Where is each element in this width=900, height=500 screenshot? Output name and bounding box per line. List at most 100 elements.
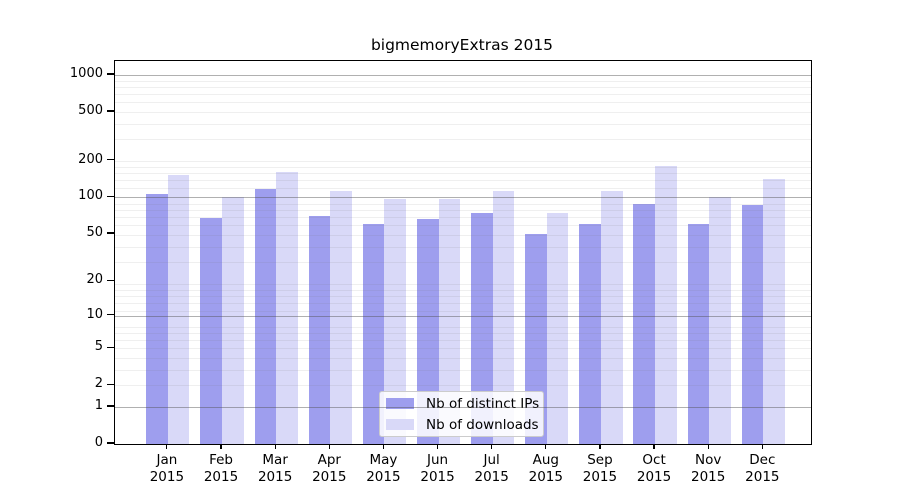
bar-downloads-jan	[167, 175, 190, 444]
y-axis-tick-200	[107, 159, 114, 161]
bar-distinct-ips-oct	[633, 203, 656, 444]
minor-gridline	[115, 102, 811, 104]
bar-distinct-ips-dec	[741, 204, 764, 444]
x-axis-label-mar: Mar 2015	[245, 452, 305, 485]
x-axis-label-nov: Nov 2015	[678, 452, 738, 485]
y-axis-tick-label-500: 500	[78, 102, 103, 118]
bar-distinct-ips-mar	[254, 188, 277, 444]
x-axis-year-text: 2015	[420, 468, 455, 485]
bar-downloads-feb	[222, 197, 244, 444]
x-axis-label-apr: Apr 2015	[299, 452, 359, 485]
y-axis-tick-500	[107, 110, 114, 112]
bar-downloads-jul	[492, 191, 515, 444]
minor-gridline	[115, 139, 811, 141]
y-axis-tick-label-2: 2	[94, 376, 103, 392]
y-axis-tick-label-10: 10	[86, 306, 103, 322]
x-axis-label-jul: Jul 2015	[462, 452, 522, 485]
bar-distinct-ips-jul	[471, 212, 493, 444]
y-axis-tick-label-1000: 1000	[69, 65, 103, 81]
x-axis-tick-apr	[328, 444, 330, 449]
bar-downloads-mar	[276, 171, 298, 444]
y-axis-tick-5	[107, 346, 114, 348]
x-axis-tick-aug	[545, 444, 547, 449]
x-axis-year-text: 2015	[636, 468, 672, 485]
x-axis-tick-oct	[653, 444, 655, 449]
x-axis-month-text: Jun	[427, 452, 449, 468]
minor-gridline	[115, 172, 811, 174]
bar-downloads-sep	[600, 191, 623, 444]
legend-swatch-downloads	[386, 419, 414, 430]
x-axis-tick-may	[382, 444, 384, 449]
y-axis-tick-label-5: 5	[94, 339, 103, 355]
x-axis-label-dec: Dec 2015	[732, 452, 792, 485]
y-axis-tick-label-1: 1	[94, 397, 103, 413]
x-axis-year-text: 2015	[528, 468, 563, 485]
minor-gridline	[115, 180, 811, 182]
y-axis-tick-label-100: 100	[78, 188, 103, 204]
y-axis-tick-50	[107, 232, 114, 234]
minor-gridline	[115, 209, 811, 211]
x-axis-tick-sep	[599, 444, 601, 449]
minor-gridline	[115, 112, 811, 114]
x-axis-month-text: Jan	[156, 452, 178, 468]
x-axis-label-may: May 2015	[353, 452, 413, 485]
y-axis-tick-label-50: 50	[86, 224, 103, 240]
y-axis-tick-1000	[107, 73, 114, 75]
bar-downloads-aug	[546, 212, 569, 444]
minor-gridline	[115, 123, 811, 125]
y-axis-tick-label-0: 0	[94, 435, 103, 450]
x-axis-tick-dec	[761, 444, 763, 449]
x-axis-month-text: Feb	[209, 452, 233, 468]
x-axis-month-text: Oct	[642, 452, 666, 468]
x-axis-year-text: 2015	[257, 468, 293, 485]
x-axis-month-text: Dec	[749, 452, 776, 468]
y-axis-tick-label-20: 20	[86, 272, 103, 288]
minor-gridline	[115, 94, 811, 96]
bar-distinct-ips-may	[362, 223, 385, 444]
x-axis-tick-jan	[166, 444, 168, 449]
minor-gridline	[115, 203, 811, 205]
x-axis-month-text: May	[369, 452, 398, 468]
y-axis-tick-20	[107, 279, 114, 281]
legend: Nb of distinct IPs Nb of downloads	[379, 391, 544, 437]
x-axis-label-jun: Jun 2015	[408, 452, 468, 485]
minor-gridline	[115, 80, 811, 82]
x-axis-year-text: 2015	[203, 468, 239, 485]
legend-label-distinct-ips: Nb of distinct IPs	[426, 395, 540, 412]
y-axis-tick-10	[107, 314, 114, 316]
bar-downloads-jun	[438, 199, 461, 444]
bar-downloads-dec	[763, 178, 785, 444]
legend-swatch-distinct-ips	[386, 398, 414, 409]
x-axis-month-text: Aug	[532, 452, 559, 468]
bar-downloads-nov	[709, 197, 731, 444]
x-axis-year-text: 2015	[149, 468, 185, 485]
x-axis-tick-jun	[436, 444, 439, 449]
bar-distinct-ips-jan	[146, 193, 168, 444]
x-axis-year-text: 2015	[312, 468, 347, 485]
minor-gridline	[115, 160, 811, 162]
y-axis-tick-1	[107, 405, 114, 407]
x-axis-label-aug: Aug 2015	[516, 452, 576, 485]
x-axis-year-text: 2015	[582, 468, 618, 485]
legend-row-distinct-ips: Nb of distinct IPs	[386, 395, 540, 412]
x-axis-label-sep: Sep 2015	[570, 452, 630, 485]
bar-distinct-ips-feb	[200, 217, 223, 444]
y-axis-tick-100	[107, 195, 114, 198]
plot-area: Nb of distinct IPs Nb of downloads	[114, 60, 812, 445]
y-axis-tick-0	[107, 442, 114, 444]
y-axis-tick-2	[107, 383, 114, 385]
minor-gridline	[115, 166, 811, 168]
bar-distinct-ips-sep	[579, 223, 601, 444]
x-axis-tick-jul	[491, 444, 493, 449]
x-axis-label-feb: Feb 2015	[191, 452, 251, 485]
chart-title: bigmemoryExtras 2015	[370, 36, 554, 54]
x-axis-year-text: 2015	[366, 468, 401, 485]
x-axis-tick-nov	[707, 444, 709, 449]
bar-downloads-oct	[655, 166, 677, 444]
y-axis-tick-label-200: 200	[78, 151, 103, 167]
x-axis-month-text: Nov	[695, 452, 722, 468]
x-axis-month-text: Sep	[587, 452, 613, 468]
bar-distinct-ips-jun	[416, 218, 439, 444]
legend-label-downloads: Nb of downloads	[426, 416, 539, 433]
major-gridline-100	[115, 197, 811, 199]
